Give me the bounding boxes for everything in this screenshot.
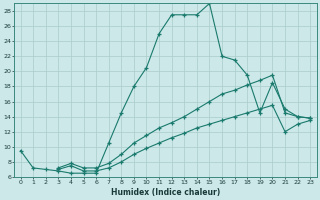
X-axis label: Humidex (Indice chaleur): Humidex (Indice chaleur)	[111, 188, 220, 197]
